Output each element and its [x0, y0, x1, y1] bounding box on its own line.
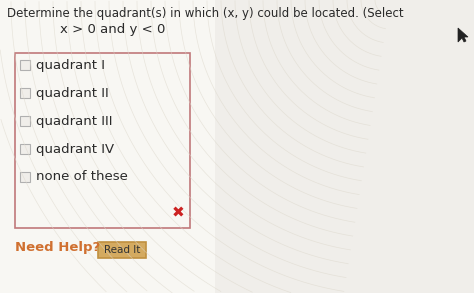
Text: Read It: Read It — [104, 245, 140, 255]
Text: quadrant IV: quadrant IV — [36, 142, 114, 156]
Bar — [20, 172, 30, 182]
Bar — [20, 144, 30, 154]
Bar — [20, 60, 30, 70]
Text: none of these: none of these — [36, 171, 128, 183]
Text: Need Help?: Need Help? — [15, 241, 100, 255]
Bar — [98, 242, 146, 258]
Text: quadrant I: quadrant I — [36, 59, 105, 71]
Bar — [15, 53, 190, 228]
Text: quadrant III: quadrant III — [36, 115, 112, 127]
Text: quadrant II: quadrant II — [36, 86, 109, 100]
Text: ✖: ✖ — [172, 205, 184, 220]
Bar — [20, 88, 30, 98]
Text: x > 0 and y < 0: x > 0 and y < 0 — [60, 23, 165, 36]
Bar — [20, 116, 30, 126]
Text: Determine the quadrant(s) in which (x, y) could be located. (Select: Determine the quadrant(s) in which (x, y… — [7, 7, 404, 20]
Bar — [0, 0, 215, 293]
Polygon shape — [458, 28, 468, 42]
